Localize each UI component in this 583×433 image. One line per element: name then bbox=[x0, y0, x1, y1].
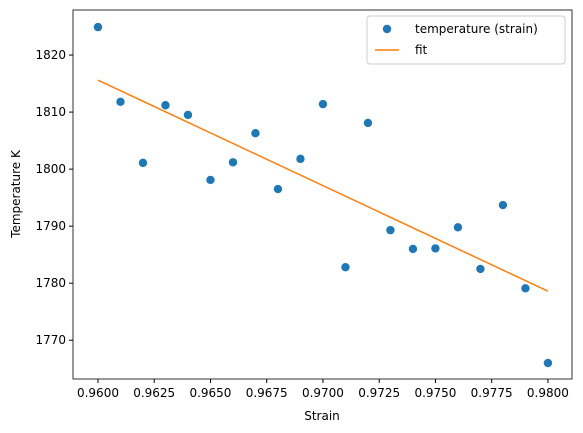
x-tick-label: 0.9650 bbox=[189, 386, 231, 400]
x-tick-label: 0.9725 bbox=[358, 386, 400, 400]
x-tick-label: 0.9675 bbox=[246, 386, 288, 400]
point bbox=[453, 223, 463, 232]
point bbox=[116, 97, 125, 107]
plot-frame bbox=[72, 9, 573, 380]
x-tick-label: 0.9750 bbox=[414, 386, 456, 400]
y-tick-label: 1810 bbox=[35, 105, 66, 119]
point bbox=[498, 200, 508, 210]
point bbox=[273, 184, 283, 194]
legend-label: temperature (strain) bbox=[415, 22, 538, 36]
x-axis-label: Strain bbox=[304, 409, 340, 423]
point bbox=[341, 263, 350, 272]
y-tick-label: 1800 bbox=[35, 162, 66, 176]
point bbox=[93, 22, 103, 32]
point bbox=[408, 244, 418, 254]
point bbox=[206, 175, 215, 185]
x-tick-label: 0.9700 bbox=[302, 386, 344, 400]
point bbox=[386, 225, 395, 235]
x-tick-label: 0.9625 bbox=[133, 386, 175, 400]
x-tick-label: 0.9600 bbox=[77, 386, 119, 400]
point bbox=[318, 99, 328, 109]
y-axis-label: Temperature K bbox=[9, 149, 23, 239]
y-tick-label: 1790 bbox=[35, 219, 66, 233]
point bbox=[251, 128, 260, 138]
point bbox=[138, 158, 148, 168]
point bbox=[296, 154, 305, 164]
point bbox=[431, 244, 440, 253]
point bbox=[183, 110, 193, 120]
y-tick-label: 1770 bbox=[35, 333, 66, 347]
point bbox=[476, 264, 485, 274]
point bbox=[161, 101, 170, 110]
point bbox=[363, 118, 373, 128]
point bbox=[543, 358, 553, 368]
legend-box bbox=[366, 15, 566, 65]
point bbox=[521, 284, 530, 293]
x-tick-label: 0.9775 bbox=[471, 386, 513, 400]
x-tick-label: 0.9800 bbox=[527, 386, 569, 400]
legend-label: fit bbox=[415, 43, 428, 57]
y-tick-label: 1820 bbox=[35, 48, 66, 62]
legend-marker bbox=[382, 24, 392, 34]
y-tick-label: 1780 bbox=[35, 276, 66, 290]
point bbox=[228, 158, 238, 167]
fit-line bbox=[97, 79, 549, 292]
